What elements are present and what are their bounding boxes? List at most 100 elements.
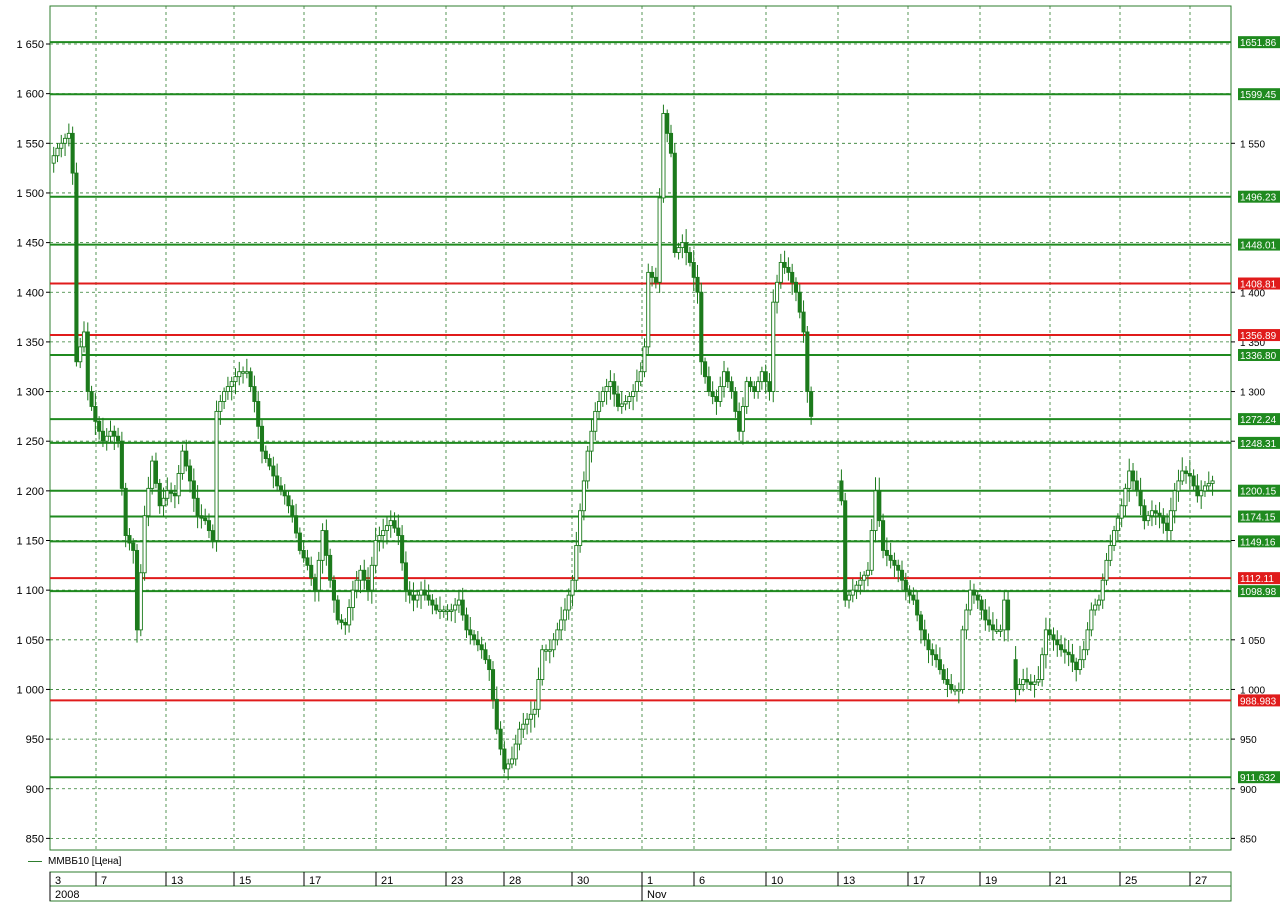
- candle-body: [74, 172, 79, 363]
- candle-body: [865, 569, 870, 576]
- candle-body: [767, 381, 772, 392]
- candle-body: [1161, 515, 1166, 524]
- x-tick-label: 17: [913, 875, 925, 887]
- candle-body: [930, 649, 935, 656]
- candle-body: [975, 594, 980, 601]
- candle-body: [1013, 659, 1018, 690]
- candle-body: [206, 520, 212, 532]
- x-tick-label: 13: [171, 875, 183, 887]
- candle-body: [51, 155, 56, 164]
- candle-body: [653, 276, 658, 283]
- candle-body: [392, 520, 397, 529]
- candle-body: [721, 371, 727, 388]
- candle-body: [362, 569, 367, 581]
- candle-body: [1134, 480, 1139, 492]
- candle-body: [506, 763, 511, 770]
- candle-body: [119, 440, 124, 489]
- level-tag: [1238, 413, 1280, 426]
- candle-body: [502, 748, 507, 770]
- candle-body: [354, 579, 359, 591]
- candle-body: [562, 609, 568, 621]
- candle-body: [1157, 512, 1162, 517]
- candle-body: [1089, 609, 1094, 631]
- candle-body: [343, 621, 348, 626]
- candle-body: [169, 490, 174, 494]
- candle-body: [93, 405, 98, 422]
- level-tag: [1238, 694, 1280, 707]
- candle-body: [66, 132, 71, 139]
- candle-body: [407, 589, 412, 596]
- candle-body: [1077, 659, 1083, 671]
- candle-body: [638, 371, 643, 383]
- candle-body: [1130, 470, 1136, 482]
- y-tick-label-right: 1 300: [1240, 388, 1265, 399]
- candle-body: [797, 291, 802, 313]
- candle-body: [381, 530, 386, 536]
- candle-body: [1119, 505, 1124, 519]
- candle-body: [703, 361, 708, 378]
- candle-body: [464, 614, 469, 631]
- candle-body: [138, 572, 143, 631]
- candle-body: [388, 520, 393, 527]
- y-tick-label-right: 1 400: [1240, 288, 1265, 299]
- candle-body: [578, 510, 583, 546]
- candle-body: [1066, 651, 1071, 656]
- candle-body: [881, 520, 886, 551]
- x-tick-label: 21: [381, 875, 393, 887]
- candles: [51, 104, 1215, 781]
- candle-body: [1112, 530, 1117, 546]
- candle-body: [1180, 470, 1185, 482]
- candle-body: [790, 271, 795, 283]
- level-tag: [1238, 436, 1280, 449]
- level-tag-label: 911.632: [1240, 773, 1276, 784]
- candle-body: [911, 594, 916, 601]
- candle-body: [153, 460, 159, 484]
- candle-body: [472, 634, 477, 641]
- level-tag-label: 1651.86: [1240, 38, 1277, 49]
- candle-body: [615, 393, 621, 407]
- candle-body: [559, 619, 564, 631]
- candle-body: [1002, 599, 1007, 631]
- candle-body: [525, 718, 530, 725]
- x-tick-label: 19: [985, 875, 997, 887]
- candle-body: [771, 301, 776, 392]
- candle-body: [312, 577, 318, 591]
- candle-body: [290, 505, 295, 517]
- y-tick-label-left: 900: [26, 784, 44, 796]
- candle-body: [543, 649, 549, 652]
- candle-body: [536, 679, 541, 710]
- candle-body: [176, 473, 181, 497]
- candle-body: [574, 545, 579, 581]
- level-tag-label: 1336.80: [1240, 351, 1277, 362]
- candle-body: [926, 639, 931, 651]
- x-tick-label: 30: [577, 875, 589, 887]
- candle-body: [672, 152, 677, 253]
- candle-body: [604, 386, 609, 392]
- candle-body: [706, 376, 711, 392]
- candle-body: [434, 604, 439, 611]
- candle-body: [937, 659, 942, 671]
- candle-body: [733, 391, 738, 412]
- candle-body: [884, 549, 889, 556]
- candle-body: [1187, 473, 1192, 477]
- candle-body: [1093, 604, 1098, 611]
- candle-body: [729, 381, 734, 392]
- candle-body: [596, 401, 602, 412]
- candle-body: [1176, 480, 1181, 492]
- candle-body: [1108, 545, 1113, 561]
- candle-body: [1017, 684, 1022, 690]
- candle-body: [684, 242, 689, 253]
- candle-body: [748, 381, 753, 388]
- y-tick-label-left: 950: [26, 734, 44, 746]
- candle-body: [286, 495, 291, 507]
- candle-body: [899, 569, 905, 581]
- legend: ММВБ10 [Цена]: [28, 856, 121, 867]
- candle-body: [665, 113, 670, 134]
- candle-body: [85, 331, 90, 393]
- candle-body: [759, 371, 764, 383]
- candle-body: [793, 281, 799, 293]
- level-tag-label: 1112.11: [1240, 574, 1274, 585]
- candle-body: [460, 599, 465, 616]
- candle-body: [903, 579, 908, 591]
- candle-body: [278, 485, 283, 492]
